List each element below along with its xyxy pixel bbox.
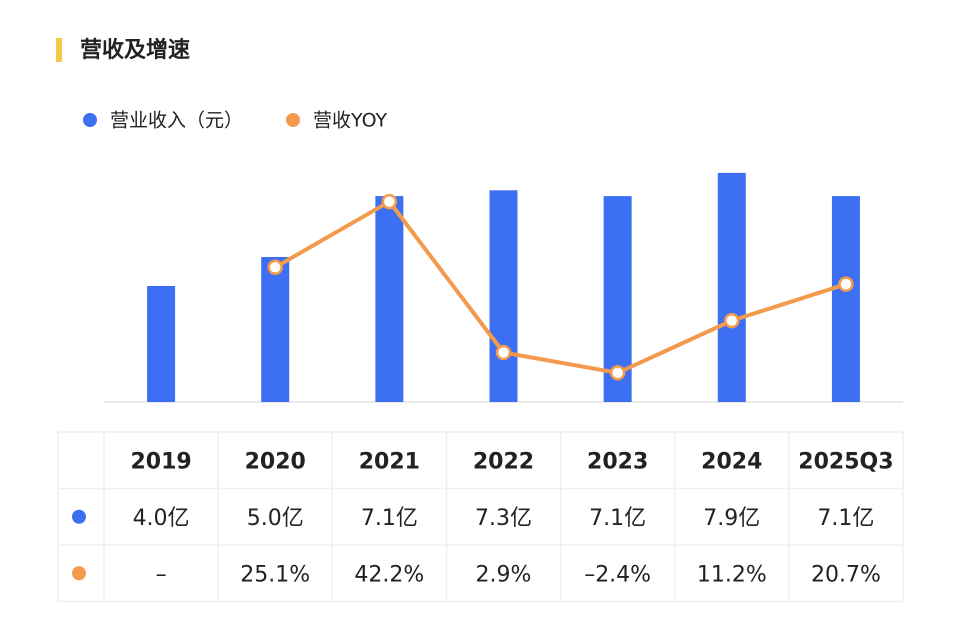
table-cell: 11.2% <box>697 562 767 587</box>
table-header: 2020 <box>245 449 306 474</box>
table-header: 2024 <box>701 449 762 474</box>
table-row-marker <box>72 509 86 524</box>
table-row-marker <box>72 566 86 581</box>
table-cell: 7.1亿 <box>589 506 646 531</box>
bar <box>717 172 746 402</box>
title-accent <box>56 38 62 62</box>
table-header: 2025Q3 <box>798 449 893 474</box>
table-cell: 25.1% <box>240 562 310 587</box>
table-cell: – <box>156 562 167 587</box>
legend-label: 营业收入（元） <box>110 110 243 132</box>
table-cell: 7.9亿 <box>703 506 760 531</box>
legend-label: 营收YOY <box>313 110 387 132</box>
table-header: 2022 <box>473 449 534 474</box>
table-header: 2023 <box>587 449 648 474</box>
table-cell: –2.4% <box>584 562 651 587</box>
bar <box>147 286 176 402</box>
legend-marker <box>286 113 301 127</box>
table-cell: 7.3亿 <box>475 506 532 531</box>
bar <box>261 257 290 402</box>
table-header: 2021 <box>359 449 420 474</box>
table-cell: 5.0亿 <box>247 506 304 531</box>
bar <box>489 190 518 402</box>
legend-marker <box>83 113 97 127</box>
table-cell: 4.0亿 <box>133 506 190 531</box>
line-point <box>381 193 398 210</box>
table-cell: 20.7% <box>811 562 881 587</box>
table-header: 2019 <box>130 449 191 474</box>
line-point <box>609 365 626 381</box>
chart-title: 营收及增速 <box>80 37 190 63</box>
line-point <box>838 276 854 292</box>
line-point <box>267 259 283 276</box>
bar <box>831 196 860 402</box>
line <box>274 199 847 375</box>
table-cell: 7.1亿 <box>361 506 418 531</box>
table-cell: 7.1亿 <box>817 506 874 531</box>
line-point <box>495 344 512 361</box>
table-cell: 42.2% <box>354 562 424 587</box>
table-cell: 2.9% <box>476 562 532 587</box>
bar <box>375 196 404 402</box>
line-point <box>724 312 740 329</box>
